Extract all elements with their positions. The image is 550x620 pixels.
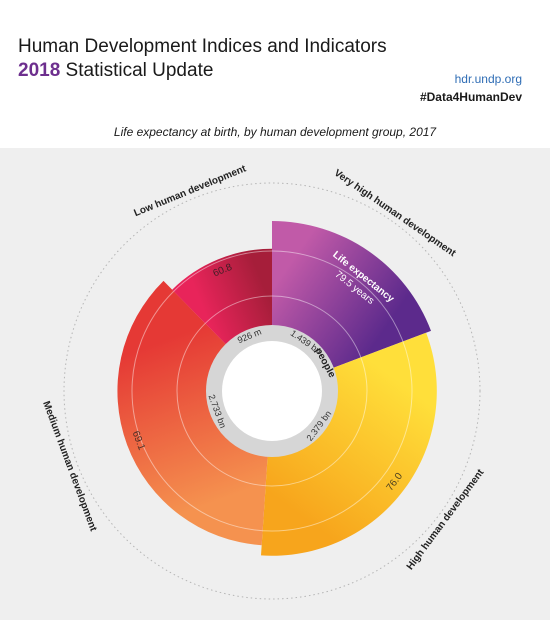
group-label-low-human-development: Low human development: [133, 163, 249, 219]
outer-reference-circle: [63, 182, 481, 600]
sector-medium-human-development: [117, 280, 269, 546]
grid-ring: [131, 250, 413, 532]
subtitle-rest: Statistical Update: [60, 60, 214, 81]
subtitle-year: 2018: [18, 60, 61, 81]
chart-panel: Very high human development 1.439 bn High …: [0, 148, 550, 620]
site-link[interactable]: hdr.undp.org: [454, 72, 522, 86]
chart-title: Life expectancy at birth, by human devel…: [113, 125, 437, 139]
hashtag: #Data4HumanDev: [419, 90, 522, 104]
group-label-high-human-development: High human development: [405, 467, 487, 572]
grid-ring: [176, 295, 368, 487]
group-label-medium-human-development: Medium human development: [40, 400, 99, 534]
center-hole: [222, 341, 322, 441]
sector-high-human-development: [260, 332, 437, 556]
sector-low-human-development: [172, 248, 272, 354]
sector-very-high-human-development: [272, 221, 432, 373]
page-title: Human Development Indices and Indicators: [18, 36, 387, 57]
page-subtitle: 2018 Statistical Update: [18, 60, 213, 82]
